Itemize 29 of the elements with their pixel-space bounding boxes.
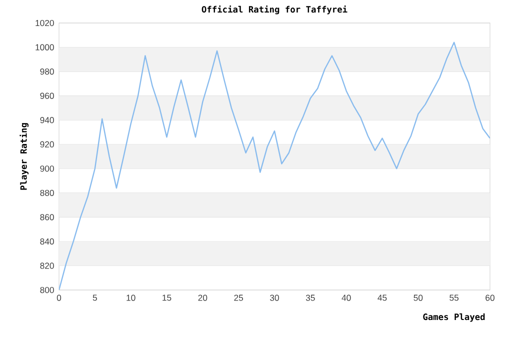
y-tick-label: 940 [40,117,54,124]
x-tick-label: 25 [234,294,244,301]
y-axis-title: Player Rating [20,123,29,190]
y-tick-label: 800 [40,286,54,294]
x-tick-label: 0 [56,294,62,301]
y-tick-label: 880 [40,190,54,196]
x-tick-label: 15 [162,294,172,301]
x-tick-label: 55 [450,294,459,301]
y-tick-label: 1020 [36,20,54,26]
y-tick-label: 920 [40,141,54,148]
chart-title: Official Rating for Taffyrei [202,5,348,14]
y-tick-label: 960 [40,92,54,99]
y-tick-label: 840 [40,238,54,245]
x-tick-label: 50 [414,294,423,301]
y-tick-label: 1000 [36,44,54,50]
y-tick-label: 980 [40,68,54,75]
x-tick-label: 30 [270,294,279,301]
x-axis-title: Games Played [423,313,485,322]
x-tick-label: 20 [198,294,208,301]
x-tick-label: 5 [92,294,97,301]
x-tick-label: 40 [342,294,351,301]
x-tick-label: 45 [378,294,387,301]
line-series [59,42,490,290]
x-tick-label: 35 [306,294,315,301]
x-tick-label: 60 [486,294,494,301]
y-tick-label: 860 [40,214,54,220]
y-tick-label: 820 [40,262,54,269]
y-tick-label: 900 [40,166,54,172]
x-tick-label: 10 [126,294,136,301]
